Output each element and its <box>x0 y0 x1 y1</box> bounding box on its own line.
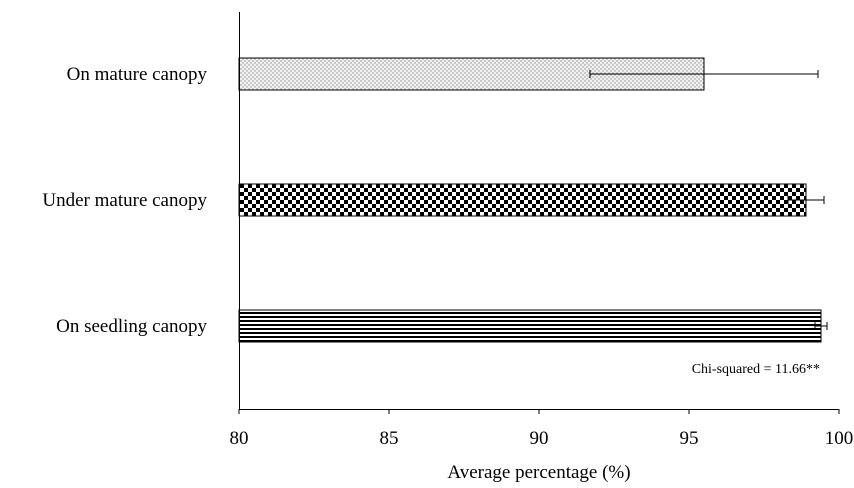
bar-1 <box>238 183 807 217</box>
x-tick-label: 95 <box>680 428 699 449</box>
category-label: Under mature canopy <box>42 190 207 211</box>
x-tick-label: 80 <box>230 428 249 449</box>
x-tick-label: 100 <box>825 428 854 449</box>
category-label: On seedling canopy <box>56 316 207 337</box>
x-axis-title: Average percentage (%) <box>447 462 630 483</box>
chi-squared-annotation: Chi-squared = 11.66** <box>692 362 820 377</box>
x-tick-label: 85 <box>380 428 399 449</box>
bar-2 <box>238 309 822 343</box>
x-tick-label: 90 <box>530 428 549 449</box>
plot-area: On mature canopy Under mature canopy On se… <box>42 57 854 449</box>
category-label: On mature canopy <box>67 64 208 85</box>
